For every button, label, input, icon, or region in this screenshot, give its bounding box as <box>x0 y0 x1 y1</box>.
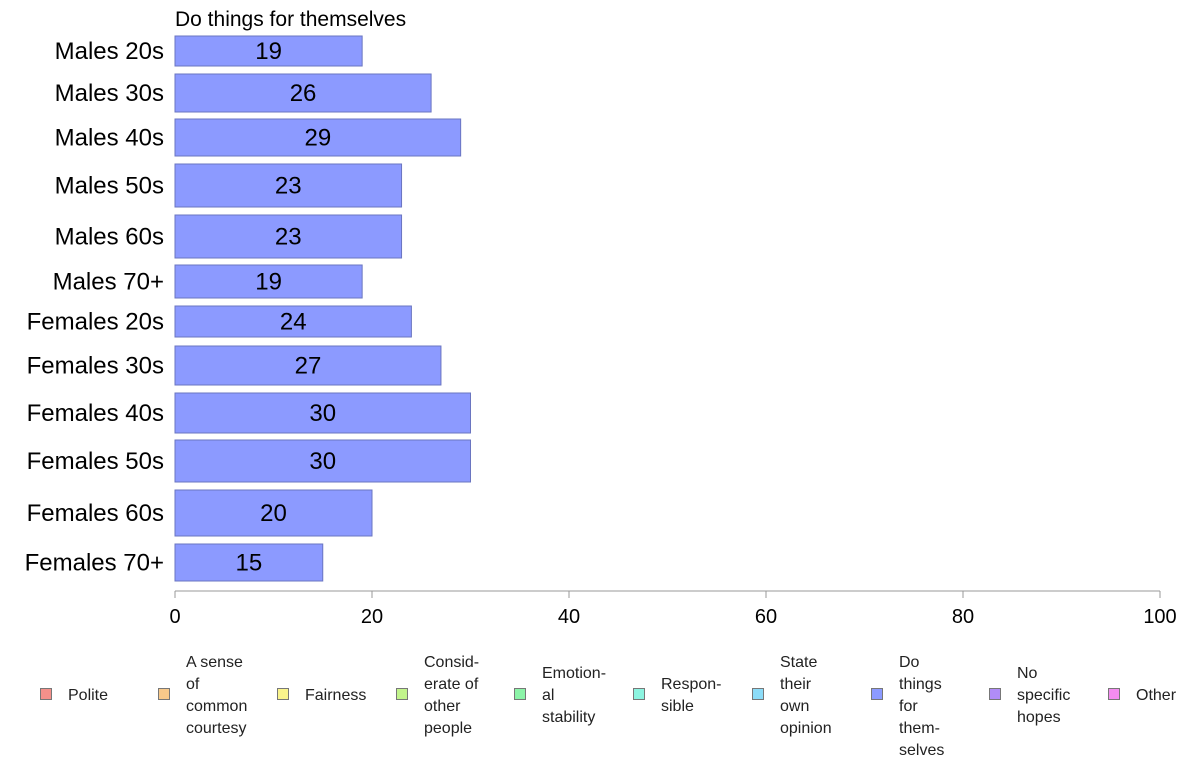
x-tick-label: 0 <box>169 606 180 628</box>
legend-label: State their own opinion <box>780 654 832 737</box>
legend-swatch <box>158 688 170 700</box>
category-label: Males 50s <box>55 173 164 200</box>
category-label: Females 60s <box>27 500 164 527</box>
bar-value-label: 20 <box>260 500 287 527</box>
bar-value-label: 19 <box>255 38 282 65</box>
legend-item: A sense of common courtesy <box>158 652 247 740</box>
bar-value-label: 23 <box>275 173 302 200</box>
bar-value-label: 29 <box>304 125 331 152</box>
bar-value-label: 30 <box>309 400 336 427</box>
bar <box>174 73 432 113</box>
category-label: Males 30s <box>55 80 164 107</box>
legend-label: Polite <box>68 687 109 704</box>
bar <box>174 214 403 259</box>
bar <box>174 392 471 434</box>
legend-item: State their own opinion <box>752 652 832 740</box>
x-tick-label: 20 <box>361 606 383 628</box>
x-tick-label: 40 <box>558 606 580 628</box>
x-tick-label: 60 <box>755 606 777 628</box>
bar <box>174 305 412 338</box>
bar-value-label: 19 <box>255 269 282 296</box>
legend-item: Consid- erate of other people <box>396 652 479 740</box>
legend-swatch <box>989 688 1001 700</box>
legend-item: Other <box>1108 652 1176 707</box>
bars-group: 19 Males 20s 26 Males 30s 29 Males 40s 23 Males… <box>25 35 471 582</box>
chart-title: Do things for themselves <box>175 8 406 31</box>
legend-swatch <box>752 688 764 700</box>
bar <box>174 163 403 208</box>
bar <box>174 543 324 582</box>
legend-label: A sense of common courtesy <box>186 654 248 737</box>
legend-swatch <box>396 688 408 700</box>
x-tick-label: 100 <box>1143 606 1176 628</box>
legend-swatch <box>633 688 645 700</box>
legend-label: Emotion- al stability <box>542 665 607 726</box>
category-label: Females 50s <box>27 448 164 475</box>
bar-value-label: 23 <box>275 224 302 251</box>
bar <box>174 345 442 386</box>
bar-value-label: 26 <box>290 80 317 107</box>
legend-label: Do things for them- selves <box>899 654 945 759</box>
legend-label: Respon- sible <box>661 676 722 715</box>
legend-item: Fairness <box>277 652 366 707</box>
category-label: Females 30s <box>27 353 164 380</box>
bar <box>174 439 471 483</box>
bar-value-label: 15 <box>236 550 263 577</box>
legend-label: Fairness <box>305 687 367 704</box>
legend-item: Emotion- al stability <box>514 652 606 729</box>
category-label: Females 20s <box>27 309 164 336</box>
legend-swatch <box>277 688 289 700</box>
category-label: Males 20s <box>55 38 164 65</box>
x-axis: 0 20 40 60 80 100 <box>169 590 1177 628</box>
category-label: Males 60s <box>55 224 164 251</box>
bar <box>174 489 373 537</box>
x-tick-label: 80 <box>952 606 974 628</box>
bar-value-label: 30 <box>309 448 336 475</box>
legend-swatch <box>871 688 883 700</box>
legend-label: Other <box>1136 687 1177 704</box>
legend-item: No specific hopes <box>989 652 1070 729</box>
bar-value-label: 24 <box>280 309 307 336</box>
legend-label: Consid- erate of other people <box>424 654 480 737</box>
legend-item: Do things for them- selves <box>871 652 944 762</box>
legend-item: Polite <box>40 652 108 707</box>
legend-swatch <box>40 688 52 700</box>
category-label: Males 70+ <box>53 269 164 296</box>
bar <box>174 35 363 67</box>
category-label: Females 70+ <box>25 550 164 577</box>
bar-chart: Do things for themselves 19 Males 20s 26 Ma… <box>25 8 1177 628</box>
bar <box>174 264 363 299</box>
legend-label: No specific hopes <box>1017 665 1071 726</box>
bar-value-label: 27 <box>295 353 322 380</box>
legend-item: Respon- sible <box>633 652 721 718</box>
legend-swatch <box>514 688 526 700</box>
legend-swatch <box>1108 688 1120 700</box>
category-label: Females 40s <box>27 400 164 427</box>
category-label: Males 40s <box>55 125 164 152</box>
bar <box>174 118 462 157</box>
